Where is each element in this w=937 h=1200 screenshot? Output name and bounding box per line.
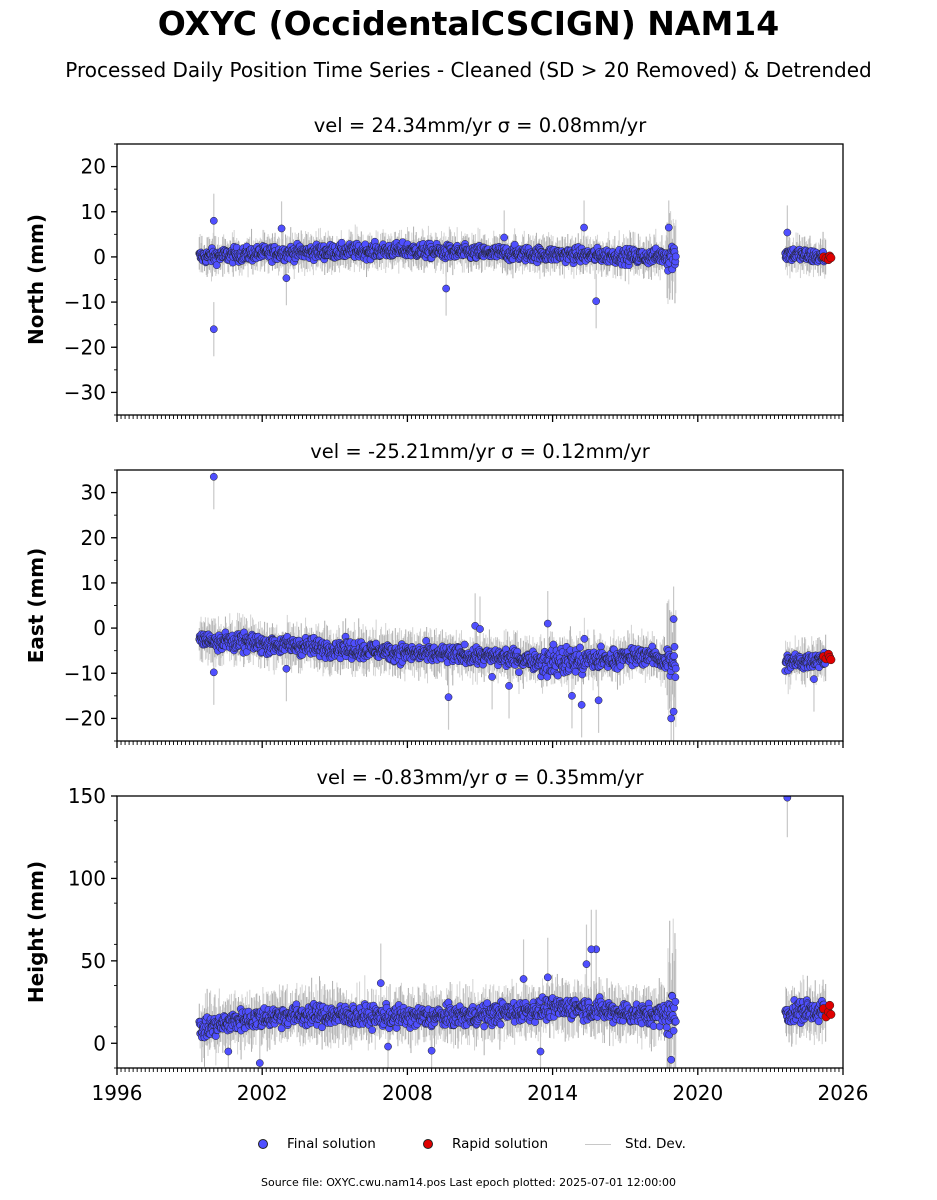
final-point-outlier xyxy=(664,223,673,232)
final-point-outlier xyxy=(669,707,678,716)
final-solution-points xyxy=(195,472,830,723)
final-point-outlier xyxy=(282,274,291,282)
final-point-outlier xyxy=(209,216,218,225)
rapid-point xyxy=(826,655,836,665)
final-point xyxy=(277,1024,286,1033)
final-point-outlier xyxy=(442,284,450,293)
y-tick-label: −20 xyxy=(64,706,106,730)
final-point xyxy=(460,640,469,649)
chart-canvas: −30 −20 −10 0 10 20 North (mm) vel = 24.34mm/yr… xyxy=(24,114,868,1105)
final-point xyxy=(670,642,679,651)
std-dev-bars xyxy=(198,193,827,357)
y-axis: −20 −10 0 10 20 30 xyxy=(64,469,117,742)
y-tick-label: −10 xyxy=(64,290,106,314)
y-tick-label: 0 xyxy=(93,245,106,269)
final-point-outlier xyxy=(282,664,291,673)
panel-2: −20 −10 0 10 20 30 East (mm) vel = -25.21mm/yr … xyxy=(24,440,844,748)
final-point xyxy=(671,673,680,682)
final-point xyxy=(515,668,523,677)
final-point xyxy=(580,634,589,643)
final-point-outlier xyxy=(444,693,453,702)
final-point-outlier xyxy=(500,233,509,242)
y-tick-label: 0 xyxy=(93,616,106,640)
final-point xyxy=(671,252,680,261)
rapid-solution-points xyxy=(819,649,836,665)
final-point-outlier xyxy=(505,682,513,690)
final-point-outlier xyxy=(568,691,576,700)
plot-area xyxy=(195,193,836,357)
y-axis-label: East (mm) xyxy=(24,548,48,664)
final-point xyxy=(212,261,221,270)
y-axis-label: North (mm) xyxy=(24,214,48,345)
page-title: OXYC (OccidentalCSCIGN) NAM14 xyxy=(157,4,780,43)
final-point xyxy=(571,667,580,676)
rapid-solution-points xyxy=(819,251,836,265)
final-point-outlier xyxy=(543,619,552,628)
final-solution-points xyxy=(195,216,830,334)
y-tick-label: 30 xyxy=(81,481,106,505)
y-tick-label: −30 xyxy=(64,380,106,404)
x-ticks xyxy=(116,741,844,748)
rapid-point xyxy=(826,253,836,263)
y-tick-label: 20 xyxy=(81,155,106,179)
page-subtitle: Processed Daily Position Time Series - C… xyxy=(65,58,872,82)
final-point-outlier xyxy=(667,714,676,723)
x-ticks xyxy=(116,415,844,422)
final-point-outlier xyxy=(669,615,678,623)
final-point-outlier xyxy=(592,297,601,306)
final-point-outlier xyxy=(476,625,484,633)
final-point-outlier xyxy=(783,228,792,237)
final-point-outlier xyxy=(580,223,588,232)
y-tick-label: −10 xyxy=(64,661,106,685)
final-point-outlier xyxy=(209,472,218,481)
y-tick-label: 10 xyxy=(81,571,106,595)
final-point-outlier xyxy=(577,701,586,709)
final-point xyxy=(671,664,680,673)
y-tick-label: −20 xyxy=(64,335,106,359)
plot-frame xyxy=(116,143,844,416)
final-point-outlier xyxy=(488,673,496,681)
final-point-outlier xyxy=(810,675,818,683)
final-point xyxy=(597,642,605,651)
final-point-outlier xyxy=(277,224,286,233)
y-axis: −30 −20 −10 0 10 20 xyxy=(64,143,117,416)
plot-area xyxy=(195,470,836,741)
final-point xyxy=(549,640,558,649)
panel-1: −30 −20 −10 0 10 20 North (mm) vel = 24.34mm/yr… xyxy=(24,114,844,422)
final-point-outlier xyxy=(209,668,218,677)
std-dev-bars xyxy=(198,470,827,741)
panel-title: vel = -25.21mm/yr σ = 0.12mm/yr xyxy=(310,440,650,463)
final-point-outlier xyxy=(209,325,218,334)
std-dev-bars xyxy=(198,796,827,1068)
final-point-outlier xyxy=(594,696,603,705)
final-point xyxy=(670,652,678,660)
final-solution-points xyxy=(195,796,830,1067)
panel-title: vel = 24.34mm/yr σ = 0.08mm/yr xyxy=(314,114,647,137)
final-point xyxy=(576,643,584,652)
y-tick-label: 20 xyxy=(81,526,106,550)
y-tick-label: 10 xyxy=(81,200,106,224)
plot-area xyxy=(195,796,836,1068)
